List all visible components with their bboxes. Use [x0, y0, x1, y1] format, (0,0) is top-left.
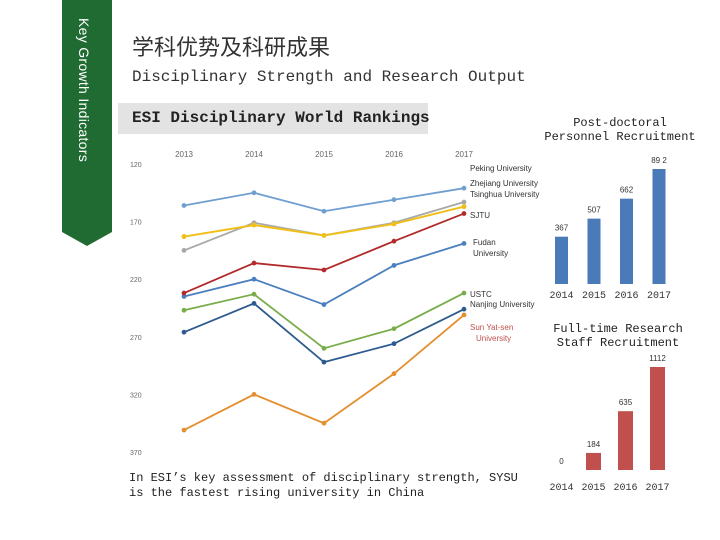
data-point	[391, 221, 397, 227]
postdoc-x-tick: 2014	[549, 291, 573, 302]
data-point	[181, 329, 187, 335]
postdoc-value-label: 507	[587, 206, 601, 215]
data-point	[321, 302, 327, 307]
staff-x-tick: 2016	[613, 483, 637, 494]
y-tick-label: 370	[130, 450, 142, 457]
staff-value-label: 184	[587, 440, 601, 449]
data-point	[461, 199, 467, 205]
series-label: Zhejiang University	[470, 179, 538, 188]
staff-x-tick: 2014	[549, 483, 573, 494]
series-line-6	[183, 212, 465, 294]
y-tick-label: 120	[130, 162, 142, 169]
side-label: Key Growth Indicators	[76, 18, 92, 163]
data-point	[391, 197, 397, 203]
y-tick-label: 220	[130, 277, 142, 284]
chart-note: In ESI’s key assessment of disciplinary …	[129, 471, 518, 500]
data-point	[461, 290, 467, 296]
data-point	[461, 204, 467, 210]
staff-bar	[586, 452, 601, 470]
side-tab-tip	[62, 232, 112, 246]
data-point	[391, 371, 397, 377]
x-tick-label: 2017	[455, 150, 473, 159]
data-point	[321, 233, 327, 238]
page-title-cn: 学科优势及科研成果	[132, 36, 331, 61]
data-point	[461, 241, 467, 246]
postdoc-bar	[620, 198, 633, 284]
data-point	[321, 267, 327, 273]
data-point	[181, 427, 187, 433]
data-point	[321, 208, 327, 214]
data-point	[251, 392, 257, 397]
y-tick-label: 270	[130, 335, 142, 342]
data-point	[321, 359, 327, 365]
series-label: USTC	[470, 290, 492, 299]
data-point	[461, 306, 467, 312]
data-point	[461, 312, 467, 318]
data-point	[391, 341, 397, 347]
staff-bar	[650, 367, 665, 470]
series-label: SJTU	[470, 211, 490, 220]
x-tick-label: 2013	[175, 150, 193, 159]
postdoc-value-label: 89 2	[651, 156, 667, 165]
data-point	[181, 234, 187, 239]
data-point	[251, 222, 257, 228]
postdoc-x-tick: 2016	[614, 291, 638, 302]
postdoc-value-label: 367	[555, 224, 569, 233]
data-point	[321, 420, 327, 426]
staff-x-tick: 2015	[581, 483, 605, 494]
staff-value-label: 1112	[649, 354, 666, 363]
data-point	[251, 291, 257, 297]
data-point	[461, 211, 467, 216]
y-tick-label: 170	[130, 220, 142, 227]
data-point	[251, 260, 257, 266]
postdoc-x-tick: 2015	[582, 291, 606, 302]
data-point	[391, 262, 397, 268]
x-tick-label: 2014	[245, 150, 263, 159]
data-point	[321, 345, 327, 351]
data-point	[391, 326, 397, 332]
data-point	[181, 248, 187, 253]
series-label: Tsinghua University	[470, 190, 539, 199]
postdoc-value-label: 662	[620, 186, 634, 195]
postdoc-bar	[587, 218, 601, 284]
series-line-9	[183, 314, 465, 431]
data-point	[181, 203, 187, 208]
series-line-5	[183, 242, 465, 306]
data-point	[181, 307, 187, 313]
series-label: Peking University	[470, 164, 532, 173]
x-tick-label: 2016	[385, 150, 403, 159]
postdoc-chart-title: Post-doctoral Personnel Recruitment	[544, 116, 696, 144]
data-point	[251, 190, 257, 196]
postdoc-bar	[555, 236, 568, 284]
esi-label-box	[118, 103, 428, 134]
page-title-en: Disciplinary Strength and Research Outpu…	[132, 68, 526, 86]
staff-value-label: 0	[559, 457, 564, 466]
side-tab	[62, 0, 112, 232]
series-label: Fudan University	[473, 238, 508, 258]
series-line-1	[183, 187, 465, 213]
postdoc-bar	[652, 169, 666, 284]
series-line-8	[183, 302, 465, 364]
data-point	[181, 294, 187, 299]
series-label: Sun Yat-sen University	[470, 323, 513, 343]
y-tick-label: 320	[130, 392, 142, 399]
series-line-7	[183, 292, 465, 350]
esi-label: ESI Disciplinary World Rankings	[132, 109, 430, 127]
staff-value-label: 635	[619, 398, 633, 407]
data-point	[181, 290, 187, 296]
data-point	[461, 185, 467, 191]
data-point	[391, 238, 397, 244]
postdoc-x-tick: 2017	[647, 291, 671, 302]
staff-bar	[618, 411, 633, 470]
data-point	[251, 276, 257, 282]
x-tick-label: 2015	[315, 150, 333, 159]
staff-x-tick: 2017	[645, 483, 669, 494]
series-label: Nanjing University	[470, 300, 534, 309]
staff-chart-title: Full-time Research Staff Recruitment	[553, 322, 683, 350]
data-point	[251, 300, 257, 306]
